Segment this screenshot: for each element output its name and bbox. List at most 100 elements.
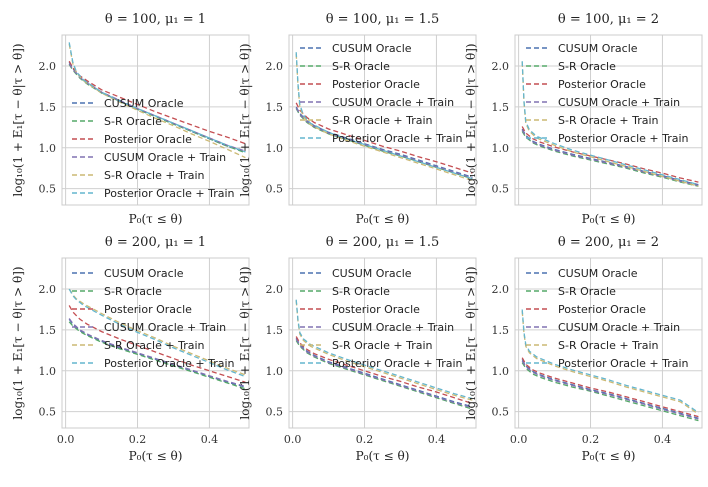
series-line-4 (68, 318, 246, 387)
chart-title: θ = 100, μ₁ = 2 (558, 12, 659, 27)
y-tick-label: 2.0 (39, 283, 57, 296)
x-tick-label: 0.4 (201, 433, 219, 446)
x-tick-label: 0.0 (57, 433, 75, 446)
series-line-3 (521, 357, 699, 418)
legend: CUSUM Oracle S-R Oracle Posterior Oracle CU… (72, 97, 235, 200)
subplot-5: 0.5 1.0 1.5 2.0 0.0 0.2 0.4 θ = 200, μ₁ = 1.5 P₀… (238, 235, 477, 463)
legend-label: Posterior Oracle + Train (104, 357, 235, 370)
chart-title: θ = 100, μ₁ = 1 (105, 12, 206, 27)
y-tick-label: 0.5 (492, 406, 510, 419)
legend-label: CUSUM Oracle (558, 267, 638, 280)
legend-label: Posterior Oracle + Train (104, 187, 235, 200)
legend-label: CUSUM Oracle + Train (104, 321, 226, 334)
legend-label: S-R Oracle + Train (558, 339, 659, 352)
series-line-3 (521, 126, 699, 183)
series-line-1 (68, 318, 246, 388)
legend-label: S-R Oracle + Train (104, 339, 205, 352)
x-tick-label: 0.2 (356, 433, 374, 446)
y-tick-label: 0.5 (492, 183, 510, 196)
legend: CUSUM Oracle S-R Oracle Posterior Oracle CU… (526, 267, 689, 370)
y-tick-label: 1.5 (266, 324, 284, 337)
legend-label: S-R Oracle (558, 285, 616, 298)
plot-area (62, 35, 249, 205)
x-tick-label: 0.0 (284, 433, 302, 446)
series-line-5 (68, 43, 246, 159)
series-line-5 (68, 288, 246, 376)
series-line-6 (68, 42, 246, 153)
y-tick-label: 1.0 (266, 365, 284, 378)
series-line-5 (295, 53, 473, 182)
y-tick-label: 0.5 (39, 183, 57, 196)
series-line-4 (295, 107, 473, 179)
plot-frame (61, 257, 250, 429)
legend-label: S-R Oracle (558, 60, 616, 73)
legend-label: Posterior Oracle (558, 303, 646, 316)
plot-frame (514, 257, 703, 429)
x-axis-label: P₀(τ ≤ θ) (582, 212, 636, 226)
series-line-4 (521, 360, 699, 420)
legend-label: Posterior Oracle + Train (332, 132, 463, 145)
y-tick-label: 1.0 (39, 142, 57, 155)
series-line-6 (68, 288, 246, 378)
series-line-3 (68, 305, 246, 383)
plot-frame (288, 257, 477, 429)
series-line-6 (521, 309, 699, 414)
y-tick-label: 1.5 (492, 324, 510, 337)
legend-label: Posterior Oracle (104, 303, 192, 316)
y-tick-label: 1.0 (39, 365, 57, 378)
y-tick-label: 2.0 (492, 60, 510, 73)
y-axis-label: log₁₀(1 + E₁[τ − θ|τ > θ]) (464, 43, 478, 196)
chart-title: θ = 100, μ₁ = 1.5 (326, 12, 440, 27)
plot-frame (514, 34, 703, 206)
x-tick-label: 0.2 (129, 433, 147, 446)
legend-label: Posterior Oracle (332, 303, 420, 316)
x-axis-label: P₀(τ ≤ θ) (356, 449, 410, 463)
x-tick-label: 0.2 (582, 433, 600, 446)
y-tick-label: 2.0 (266, 283, 284, 296)
plot-frame (61, 34, 250, 206)
subplot-3: 0.5 1.0 1.5 2.0 θ = 100, μ₁ = 2 P₀(τ ≤ θ) log₁… (464, 12, 703, 226)
y-tick-label: 1.0 (492, 142, 510, 155)
y-tick-label: 2.0 (266, 60, 284, 73)
legend-label: S-R Oracle + Train (332, 114, 433, 127)
legend-label: Posterior Oracle + Train (332, 357, 463, 370)
plot-area (62, 258, 249, 428)
legend-label: CUSUM Oracle + Train (332, 321, 454, 334)
legend-label: CUSUM Oracle + Train (558, 321, 680, 334)
legend-label: S-R Oracle (332, 285, 390, 298)
y-tick-label: 1.0 (266, 142, 284, 155)
x-axis-label: P₀(τ ≤ θ) (356, 212, 410, 226)
series-line-2 (68, 321, 246, 390)
series-line-4 (295, 338, 473, 409)
series-line-5 (521, 311, 699, 415)
subplot-6: 0.5 1.0 1.5 2.0 0.0 0.2 0.4 θ = 200, μ₁ = 2 P₀(τ… (464, 235, 703, 463)
legend-label: CUSUM Oracle (104, 97, 184, 110)
legend-label: S-R Oracle (104, 115, 162, 128)
subplot-2: 0.5 1.0 1.5 2.0 θ = 100, μ₁ = 1.5 P₀(τ ≤ θ) lo… (238, 12, 477, 226)
y-tick-label: 1.5 (266, 101, 284, 114)
x-axis-label: P₀(τ ≤ θ) (129, 212, 183, 226)
x-tick-label: 0.4 (654, 433, 672, 446)
x-tick-label: 0.0 (510, 433, 528, 446)
legend: CUSUM Oracle S-R Oracle Posterior Oracle CU… (72, 267, 235, 370)
y-tick-label: 1.5 (492, 101, 510, 114)
series-line-5 (521, 61, 699, 187)
legend: CUSUM Oracle S-R Oracle Posterior Oracle CU… (300, 42, 463, 145)
x-tick-label: 0.4 (428, 433, 446, 446)
y-tick-label: 1.0 (492, 365, 510, 378)
series-line-2 (521, 362, 699, 422)
legend-label: S-R Oracle + Train (332, 339, 433, 352)
legend-label: CUSUM Oracle (104, 267, 184, 280)
legend-label: Posterior Oracle (558, 78, 646, 91)
y-axis-label: log₁₀(1 + E₁[τ − θ|τ > θ]) (464, 266, 478, 419)
legend-label: S-R Oracle + Train (558, 114, 659, 127)
legend-label: Posterior Oracle + Train (558, 132, 689, 145)
series-line-6 (295, 52, 473, 180)
series-line-5 (295, 300, 473, 401)
y-tick-label: 2.0 (39, 60, 57, 73)
y-axis-label: log₁₀(1 + E₁[τ − θ|τ > θ]) (11, 43, 25, 196)
y-tick-label: 1.5 (39, 101, 57, 114)
legend-label: CUSUM Oracle (332, 267, 412, 280)
chart-title: θ = 200, μ₁ = 2 (558, 235, 659, 250)
